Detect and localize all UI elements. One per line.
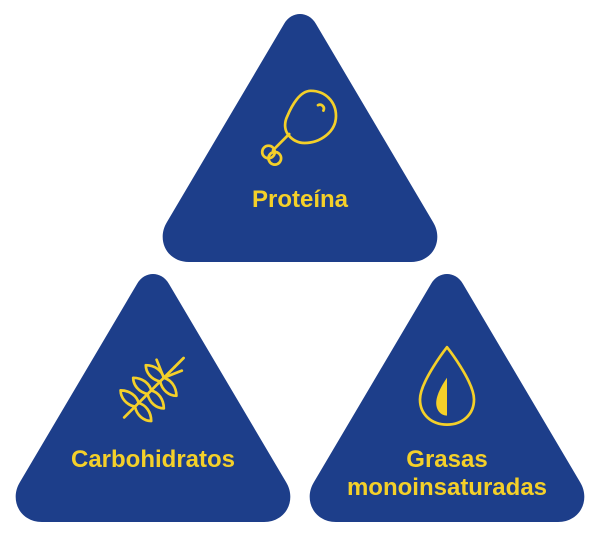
label-protein: Proteína	[170, 186, 430, 214]
macronutrient-diagram: Proteína Carbohidra	[0, 0, 600, 542]
label-fats: Grasas monoinsaturadas	[317, 446, 577, 501]
triangle-protein: Proteína	[155, 8, 445, 268]
wheat-icon	[108, 340, 198, 430]
triangle-carbs: Carbohidratos	[8, 268, 298, 528]
label-carbs: Carbohidratos	[23, 446, 283, 474]
triangle-fats: Grasas monoinsaturadas	[302, 268, 592, 528]
drumstick-icon	[255, 80, 345, 170]
droplet-icon	[402, 340, 492, 430]
